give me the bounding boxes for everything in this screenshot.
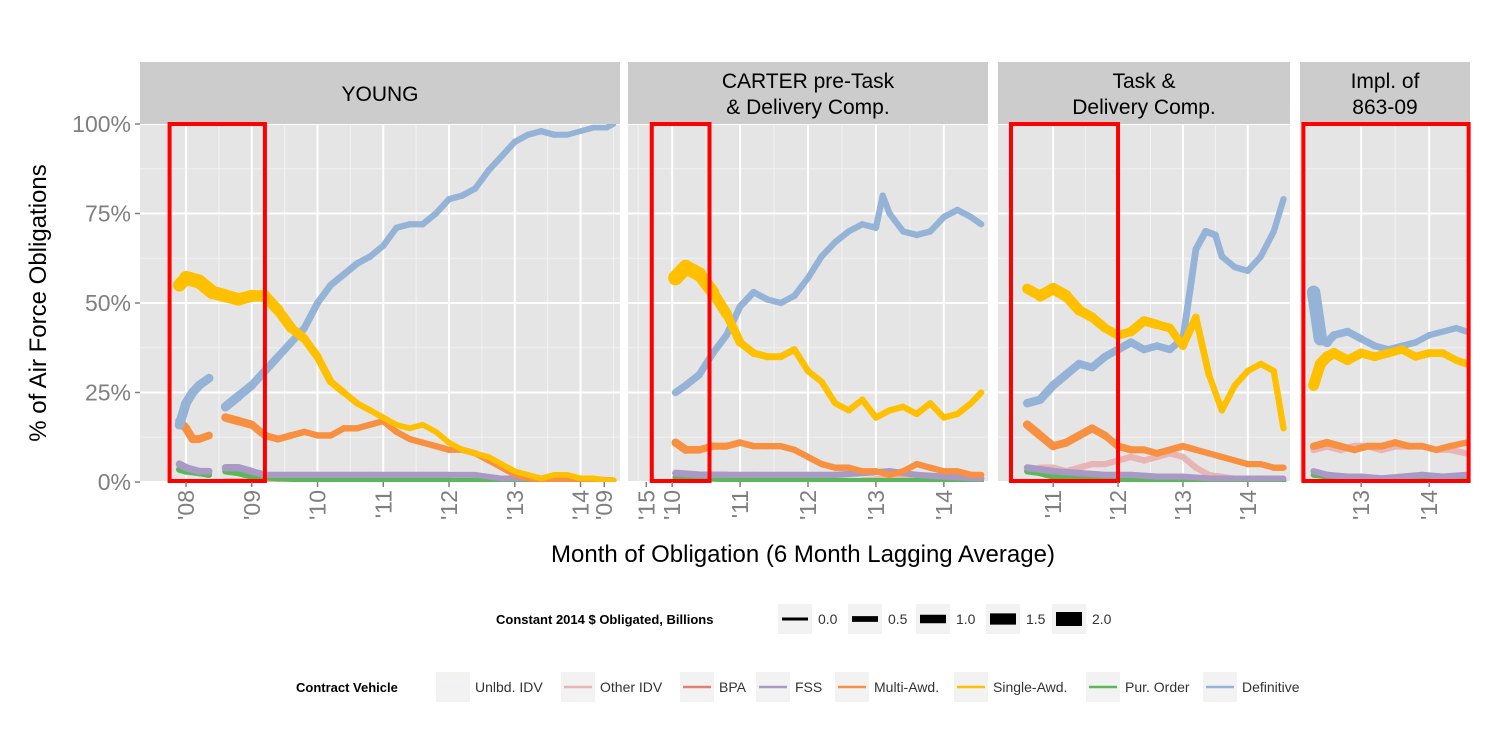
- color-legend-label: BPA: [719, 679, 747, 695]
- x-tick-label: '12: [795, 490, 821, 520]
- color-legend-title: Contract Vehicle: [296, 680, 398, 695]
- size-legend-label: 1.0: [956, 611, 976, 627]
- color-legend-label: Unlbd. IDV: [475, 679, 543, 695]
- panel-task-delivery-comp: Task & Delivery Comp. '11 '12 '13 '14: [998, 62, 1290, 520]
- x-tick-label: '11: [370, 490, 396, 518]
- panel-strip-label: YOUNG: [341, 83, 418, 106]
- color-legend: Contract Vehicle Unlbd. IDV Other IDV BPA FS…: [296, 672, 1300, 702]
- x-tick-label: '10: [659, 490, 685, 520]
- series-segment-definitive: [1314, 292, 1321, 339]
- x-tick-label: '13: [863, 490, 889, 520]
- panel-strip-label: & Delivery Comp.: [726, 96, 889, 119]
- panel-carter-pre-task-delivery-comp: CARTER pre-Task & Delivery Comp. '09 '10 '11…: [591, 62, 988, 520]
- x-tick-label: '09: [239, 490, 265, 520]
- series-segment-pur-order: [278, 478, 317, 480]
- color-legend-label: Pur. Order: [1125, 679, 1190, 695]
- x-tick-label: '14: [1416, 490, 1442, 520]
- series-segment-fss: [1443, 475, 1467, 477]
- x-tick-label: '13: [1170, 490, 1196, 520]
- color-legend-label: FSS: [795, 679, 822, 695]
- x-tick-label: '09: [591, 490, 617, 520]
- y-tick-label: 0%: [98, 469, 131, 495]
- series-segment-fss: [1027, 468, 1053, 472]
- size-legend-label: 2.0: [1092, 611, 1112, 627]
- x-tick-label: '11: [1040, 490, 1066, 518]
- series-segment-pur-order: [1053, 477, 1079, 479]
- series-segment-definitive: [1456, 328, 1466, 332]
- size-legend-label: 0.0: [818, 611, 838, 627]
- x-tick-label: '14: [568, 490, 594, 520]
- y-tick-label: 75%: [85, 201, 131, 227]
- series-segment-fss: [1079, 473, 1105, 475]
- series-segment-fss: [475, 475, 501, 479]
- series-segment-single-awd: [1456, 360, 1466, 364]
- x-axis-title: Month of Obligation (6 Month Lagging Ave…: [551, 541, 1055, 568]
- series-segment-definitive: [199, 378, 209, 385]
- panel-strip-label: Task &: [1112, 70, 1175, 93]
- color-legend-label: Single-Awd.: [993, 679, 1067, 695]
- y-axis-title: % of Air Force Obligations: [25, 164, 52, 441]
- series-segment-fss: [1131, 475, 1157, 477]
- color-legend-label: Definitive: [1242, 679, 1300, 695]
- series-segment-other-idv: [1450, 450, 1467, 454]
- series-segment-definitive: [607, 124, 614, 128]
- size-legend-label: 0.5: [888, 611, 908, 627]
- x-tick-label: '12: [1105, 490, 1131, 520]
- y-tick-label: 50%: [85, 290, 131, 316]
- panel-strip-label: Impl. of: [1351, 70, 1420, 93]
- y-axis: 0% 25% 50% 75% 100%: [72, 111, 140, 495]
- x-tick-label: '08: [173, 490, 199, 520]
- panel-strip-label: Delivery Comp.: [1072, 96, 1216, 119]
- y-tick-label: 25%: [85, 380, 131, 406]
- panel-young: YOUNG '08 '09 '10 '11 '12 '13 '14 '15: [140, 62, 659, 520]
- x-tick-label: '14: [931, 490, 957, 520]
- series-segment-fss: [1053, 471, 1079, 473]
- panel-impl-of-863-09: Impl. of 863-09 '13 '14: [1300, 62, 1470, 520]
- series-segment-multi-awd: [199, 435, 209, 439]
- series-segment-fss: [676, 473, 700, 475]
- size-legend-label: 1.5: [1026, 611, 1046, 627]
- series-segment-fss: [1183, 477, 1209, 479]
- x-tick-label: '11: [727, 490, 753, 518]
- x-tick-label: '13: [1348, 490, 1374, 520]
- series-segment-fss: [917, 475, 944, 477]
- x-tick-label: '12: [436, 490, 462, 520]
- color-legend-label: Multi-Awd.: [874, 679, 939, 695]
- x-tick-label: '13: [502, 490, 528, 520]
- color-legend-label: Other IDV: [600, 679, 663, 695]
- x-tick-label: '10: [305, 490, 331, 520]
- size-legend: Constant 2014 $ Obligated, Billions 0.0 0.…: [496, 604, 1112, 634]
- x-tick-label: '15: [633, 490, 659, 520]
- panel-strip-label: CARTER pre-Task: [722, 70, 895, 93]
- y-tick-label: 100%: [72, 111, 131, 137]
- series-segment-pur-order: [1118, 480, 1183, 481]
- series-segment-multi-awd: [1450, 443, 1467, 447]
- series-segment-pur-order: [383, 480, 449, 481]
- x-tick-label: '14: [1235, 490, 1261, 520]
- size-legend-title: Constant 2014 $ Obligated, Billions: [496, 612, 713, 627]
- panel-strip-label: 863-09: [1352, 96, 1417, 119]
- series-segment-pur-order: [726, 479, 753, 480]
